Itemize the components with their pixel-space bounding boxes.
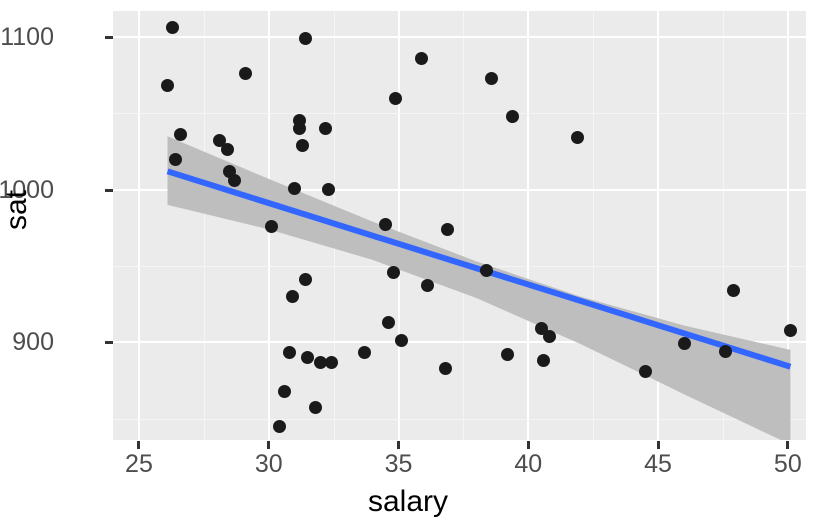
data-point <box>238 67 252 81</box>
regression-line <box>166 168 792 370</box>
data-point <box>308 401 322 415</box>
data-point <box>161 79 174 93</box>
grid-major-vertical <box>786 11 789 440</box>
data-point <box>379 218 393 232</box>
data-point <box>321 183 335 197</box>
data-point <box>480 264 494 278</box>
data-point <box>415 51 429 65</box>
y-tick-label: 900 <box>12 328 54 357</box>
data-point <box>173 128 187 142</box>
data-point <box>285 289 299 303</box>
data-point <box>438 361 452 375</box>
x-tick-label: 25 <box>125 450 153 478</box>
confidence-band-layer <box>113 11 806 440</box>
data-point <box>638 364 652 378</box>
data-point <box>501 348 515 361</box>
y-tick-label: 1000 <box>0 175 54 204</box>
grid-major-vertical <box>657 11 660 440</box>
data-point <box>394 334 408 348</box>
x-tick-mark <box>267 441 271 449</box>
data-point <box>719 344 733 358</box>
grid-minor-horizontal <box>113 418 806 420</box>
confidence-band-polygon <box>167 136 791 440</box>
data-point <box>295 138 309 152</box>
y-tick-mark <box>105 35 113 39</box>
grid-minor-vertical <box>593 11 595 440</box>
x-tick-label: 40 <box>514 450 543 478</box>
data-point <box>298 31 312 45</box>
data-point <box>288 181 302 195</box>
data-point <box>166 21 180 35</box>
x-tick-label: 30 <box>254 450 283 478</box>
x-axis-title: salary <box>367 485 449 518</box>
data-point <box>314 355 328 369</box>
y-tick-mark <box>105 341 113 345</box>
data-point <box>571 131 585 145</box>
grid-major-horizontal <box>113 188 806 191</box>
data-point <box>220 143 234 157</box>
grid-major-vertical <box>527 11 530 440</box>
data-point <box>677 337 691 351</box>
plot-panel <box>113 11 806 440</box>
data-point <box>389 91 403 105</box>
x-tick-label: 35 <box>384 450 413 478</box>
grid-major-vertical <box>397 11 400 440</box>
data-point <box>298 273 312 287</box>
data-point <box>301 351 315 365</box>
data-point <box>542 329 556 343</box>
grid-major-vertical <box>137 11 140 440</box>
x-tick-mark <box>137 441 141 449</box>
grid-major-horizontal <box>113 35 806 38</box>
data-point <box>783 323 797 337</box>
data-point <box>293 122 307 136</box>
y-tick-label: 1100 <box>0 22 54 51</box>
data-point <box>441 222 455 236</box>
data-point <box>319 122 333 136</box>
grid-minor-horizontal <box>113 113 806 115</box>
x-tick-label: 50 <box>773 450 802 478</box>
data-point <box>420 279 434 293</box>
grid-minor-vertical <box>203 11 205 440</box>
data-point <box>168 152 182 166</box>
data-point <box>282 346 296 360</box>
data-point <box>272 419 286 433</box>
confidence-band <box>167 136 791 440</box>
data-point <box>386 265 400 279</box>
x-tick-mark <box>526 441 530 449</box>
x-tick-mark <box>656 441 660 449</box>
data-point <box>264 219 278 233</box>
data-point <box>506 109 520 123</box>
data-point <box>324 355 338 369</box>
x-tick-mark <box>786 441 790 449</box>
x-tick-mark <box>397 441 400 449</box>
grid-major-horizontal <box>113 341 806 344</box>
data-points-layer <box>113 11 806 440</box>
regression-line-layer <box>113 11 806 440</box>
data-point <box>381 315 395 329</box>
data-point <box>228 173 242 187</box>
x-tick-label: 45 <box>644 450 672 478</box>
regression-line-path <box>166 168 792 370</box>
data-point <box>277 384 291 398</box>
y-tick-mark <box>105 188 113 192</box>
grid-minor-vertical <box>722 11 724 440</box>
data-point <box>726 283 740 297</box>
y-axis-title: sat <box>0 189 33 231</box>
data-point <box>537 354 551 368</box>
data-point <box>358 346 372 360</box>
grid-minor-vertical <box>463 11 465 440</box>
data-point <box>485 71 499 85</box>
